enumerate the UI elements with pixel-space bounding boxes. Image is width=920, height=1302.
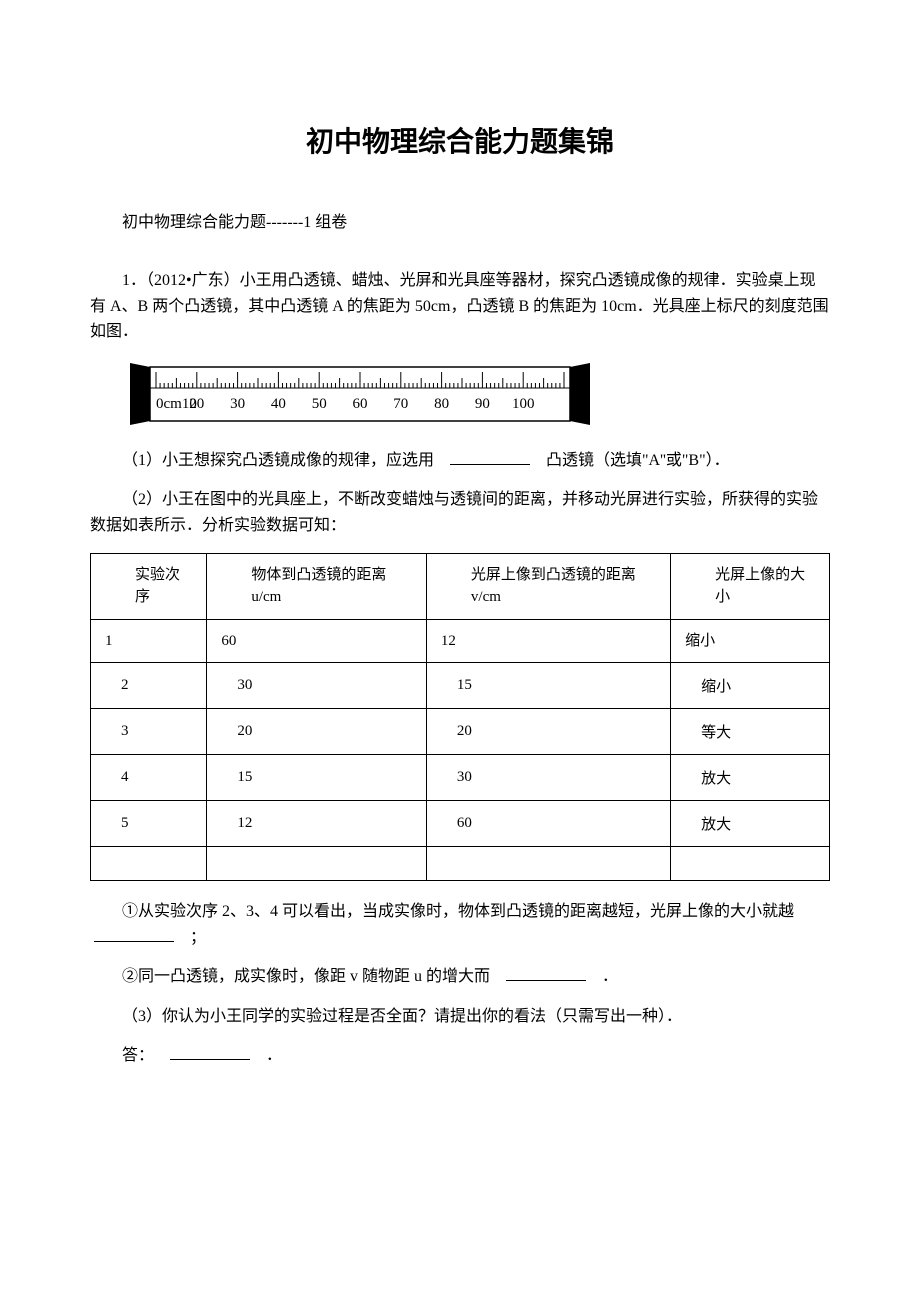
svg-text:100: 100 (512, 396, 535, 412)
table-cell: 20 (426, 709, 670, 755)
table-row: 16012缩小 (91, 619, 830, 663)
table-cell (91, 847, 207, 881)
table-cell: 缩小 (671, 619, 830, 663)
sub1-blank (94, 926, 174, 942)
sub1-text-before: ①从实验次序 2、3、4 可以看出，当成实像时，物体到凸透镜的距离越短，光屏上像… (122, 903, 794, 920)
question-3: （3）你认为小王同学的实验过程是否全面？请提出你的看法（只需写出一种）． (90, 1004, 830, 1030)
table-cell: 15 (426, 663, 670, 709)
svg-text:60: 60 (353, 396, 368, 412)
q1-text-after: 凸透镜（选填"A''或"B"）． (546, 452, 730, 469)
table-cell: 20 (207, 709, 427, 755)
table-cell: 15 (207, 755, 427, 801)
table-cell: 30 (207, 663, 427, 709)
th-experiment-no: 实验次序 (91, 553, 207, 619)
table-row (91, 847, 830, 881)
table-cell: 12 (207, 801, 427, 847)
page-title: 初中物理综合能力题集锦 (90, 120, 830, 160)
svg-text:20: 20 (189, 396, 204, 412)
table-row: 51260放大 (91, 801, 830, 847)
table-cell: 5 (91, 801, 207, 847)
answer-label: 答： (122, 1047, 154, 1064)
sub2-text-before: ②同一凸透镜，成实像时，像距 v 随物距 u 的增大而 (122, 968, 490, 985)
table-cell: 等大 (671, 709, 830, 755)
sub1-text-after: ； (190, 929, 206, 946)
svg-text:90: 90 (475, 396, 490, 412)
table-cell: 12 (426, 619, 670, 663)
answer-blank (170, 1044, 250, 1060)
ruler-right-bracket (570, 363, 590, 425)
table-row: 41530放大 (91, 755, 830, 801)
table-cell: 30 (426, 755, 670, 801)
table-cell: 2 (91, 663, 207, 709)
th-cell-text: 光屏上像到凸透镜的距离v/cm (441, 564, 656, 609)
sub-question-1: ①从实验次序 2、3、4 可以看出，当成实像时，物体到凸透镜的距离越短，光屏上像… (90, 899, 830, 950)
question-1: （1）小王想探究凸透镜成像的规律，应选用 凸透镜（选填"A''或"B"）． (90, 448, 830, 474)
table-cell: 60 (426, 801, 670, 847)
answer-line: 答： ． (90, 1043, 830, 1069)
table-cell (671, 847, 830, 881)
th-cell-text: 光屏上像的大小 (685, 564, 815, 609)
svg-text:40: 40 (271, 396, 286, 412)
svg-text:50: 50 (312, 396, 327, 412)
table-cell: 放大 (671, 755, 830, 801)
sub2-text-after: ． (602, 968, 618, 985)
table-row: 23015缩小 (91, 663, 830, 709)
svg-text:70: 70 (393, 396, 408, 412)
th-cell-text: 物体到凸透镜的距离 u/cm (221, 564, 412, 609)
table-row: 32020等大 (91, 709, 830, 755)
subtitle: 初中物理综合能力题-------1 组卷 (90, 208, 830, 232)
sub-question-2: ②同一凸透镜，成实像时，像距 v 随物距 u 的增大而 ． (90, 964, 830, 990)
table-cell: 3 (91, 709, 207, 755)
svg-text:80: 80 (434, 396, 449, 412)
ruler-image: 0cm102030405060708090100 (130, 363, 830, 430)
question-intro: 1．（2012•广东）小王用凸透镜、蜡烛、光屏和光具座等器材，探究凸透镜成像的规… (90, 268, 830, 345)
table-cell: 缩小 (671, 663, 830, 709)
ruler-left-bracket (130, 363, 150, 425)
table-cell: 放大 (671, 801, 830, 847)
answer-end: ． (266, 1047, 282, 1064)
table-cell (426, 847, 670, 881)
table-body: 16012缩小23015缩小32020等大41530放大51260放大 (91, 619, 830, 881)
question-2: （2）小王在图中的光具座上，不断改变蜡烛与透镜间的距离，并移动光屏进行实验，所获… (90, 487, 830, 538)
th-image-distance: 光屏上像到凸透镜的距离v/cm (426, 553, 670, 619)
q1-blank (450, 449, 530, 465)
data-table: 实验次序 物体到凸透镜的距离 u/cm 光屏上像到凸透镜的距离v/cm 光屏上像… (90, 553, 830, 882)
th-cell-text: 实验次序 (105, 564, 192, 609)
table-header-row: 实验次序 物体到凸透镜的距离 u/cm 光屏上像到凸透镜的距离v/cm 光屏上像… (91, 553, 830, 619)
table-cell (207, 847, 427, 881)
th-image-size: 光屏上像的大小 (671, 553, 830, 619)
sub2-blank (506, 965, 586, 981)
table-cell: 1 (91, 619, 207, 663)
q1-text-before: （1）小王想探究凸透镜成像的规律，应选用 (122, 452, 434, 469)
svg-text:30: 30 (230, 396, 245, 412)
table-cell: 4 (91, 755, 207, 801)
th-object-distance: 物体到凸透镜的距离 u/cm (207, 553, 427, 619)
table-cell: 60 (207, 619, 427, 663)
